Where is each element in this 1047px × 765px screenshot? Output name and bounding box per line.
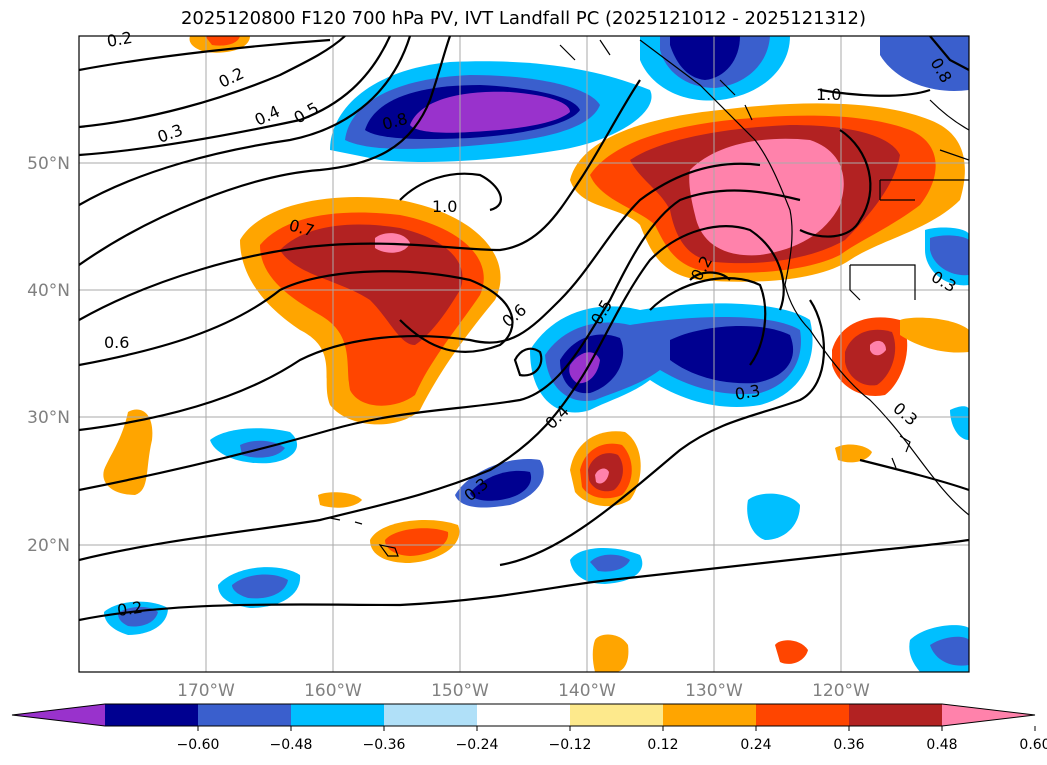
lon-label: 170°W bbox=[177, 681, 235, 701]
coastlines bbox=[329, 39, 969, 557]
colorbar-segment bbox=[105, 704, 199, 726]
contour-label: 0.2 bbox=[116, 598, 144, 620]
colorbar-tick-label: 0.12 bbox=[647, 737, 678, 753]
contour-label: 0.6 bbox=[104, 333, 129, 352]
colorbar-segment bbox=[570, 704, 664, 726]
colorbar-tick-label: −0.36 bbox=[363, 737, 406, 753]
positive-anomaly-region bbox=[385, 528, 449, 556]
gridlines bbox=[79, 36, 969, 672]
lat-label: 20°N bbox=[27, 536, 70, 556]
contour-label: 1.0 bbox=[432, 197, 457, 216]
colorbar-tick-label: −0.48 bbox=[270, 737, 313, 753]
contour-label: 0.3 bbox=[733, 381, 761, 404]
positive-anomaly-region bbox=[280, 224, 463, 345]
colorbar: −0.60 −0.48 −0.36 −0.24 −0.12 0.12 0.24 0.36 0.4… bbox=[11, 703, 1047, 753]
lon-label: 120°W bbox=[812, 681, 870, 701]
longitude-labels: 170°W 160°W 150°W 140°W 130°W 120°W bbox=[177, 681, 870, 701]
positive-anomaly-region bbox=[870, 340, 886, 356]
latitude-labels: 50°N 40°N 30°N 20°N bbox=[27, 154, 70, 556]
lat-label: 40°N bbox=[27, 281, 70, 301]
lon-label: 140°W bbox=[558, 681, 616, 701]
negative-anomaly-region bbox=[410, 91, 570, 133]
positive-anomaly-region bbox=[835, 444, 872, 463]
positive-anomaly-region bbox=[592, 634, 629, 672]
anomaly-fill-layer bbox=[103, 36, 969, 672]
colorbar-segment bbox=[756, 704, 850, 726]
lon-label: 150°W bbox=[431, 681, 489, 701]
colorbar-segment bbox=[849, 704, 943, 726]
positive-anomaly-region bbox=[103, 409, 153, 495]
positive-anomaly-region bbox=[900, 317, 969, 353]
negative-anomaly-region bbox=[590, 554, 630, 572]
colorbar-tick-label: −0.24 bbox=[456, 737, 499, 753]
colorbar-segment bbox=[477, 704, 571, 726]
colorbar-segment bbox=[198, 704, 292, 726]
colorbar-tick-label: 0.48 bbox=[926, 737, 957, 753]
colorbar-extend-min bbox=[12, 704, 105, 726]
contour-label: 0.2 bbox=[105, 28, 133, 51]
colorbar-outline bbox=[11, 703, 1036, 727]
contour-label: 1.0 bbox=[816, 85, 841, 104]
map-border bbox=[78, 35, 970, 673]
colorbar-tick-label: 0.60 bbox=[1019, 737, 1047, 753]
colorbar-tick-label: 0.24 bbox=[740, 737, 771, 753]
negative-anomaly-region bbox=[880, 36, 969, 91]
negative-anomaly-region bbox=[950, 406, 969, 440]
lon-label: 160°W bbox=[304, 681, 362, 701]
positive-anomaly-region bbox=[318, 492, 362, 508]
negative-anomaly-region bbox=[747, 493, 800, 540]
pv-contours bbox=[79, 36, 969, 622]
negative-anomaly-region bbox=[930, 235, 969, 276]
positive-anomaly-region bbox=[205, 36, 240, 46]
colorbar-tick-label: −0.60 bbox=[177, 737, 220, 753]
negative-anomaly-region bbox=[470, 470, 532, 501]
negative-anomaly-region bbox=[670, 36, 740, 80]
lat-label: 50°N bbox=[27, 154, 70, 174]
colorbar-segment bbox=[291, 704, 385, 726]
positive-anomaly-region bbox=[775, 640, 808, 664]
colorbar-segment bbox=[384, 704, 478, 726]
colorbar-tick-label: 0.36 bbox=[833, 737, 864, 753]
colorbar-extend-max bbox=[942, 704, 1035, 726]
negative-anomaly-region bbox=[232, 574, 288, 599]
colorbar-segment bbox=[663, 704, 757, 726]
lat-label: 30°N bbox=[27, 408, 70, 428]
lon-label: 130°W bbox=[685, 681, 743, 701]
colorbar-tick-label: −0.12 bbox=[549, 737, 592, 753]
chart-title: 2025120800 F120 700 hPa PV, IVT Landfall… bbox=[180, 8, 867, 29]
negative-anomaly-region bbox=[930, 636, 969, 666]
positive-anomaly-region bbox=[595, 468, 609, 484]
